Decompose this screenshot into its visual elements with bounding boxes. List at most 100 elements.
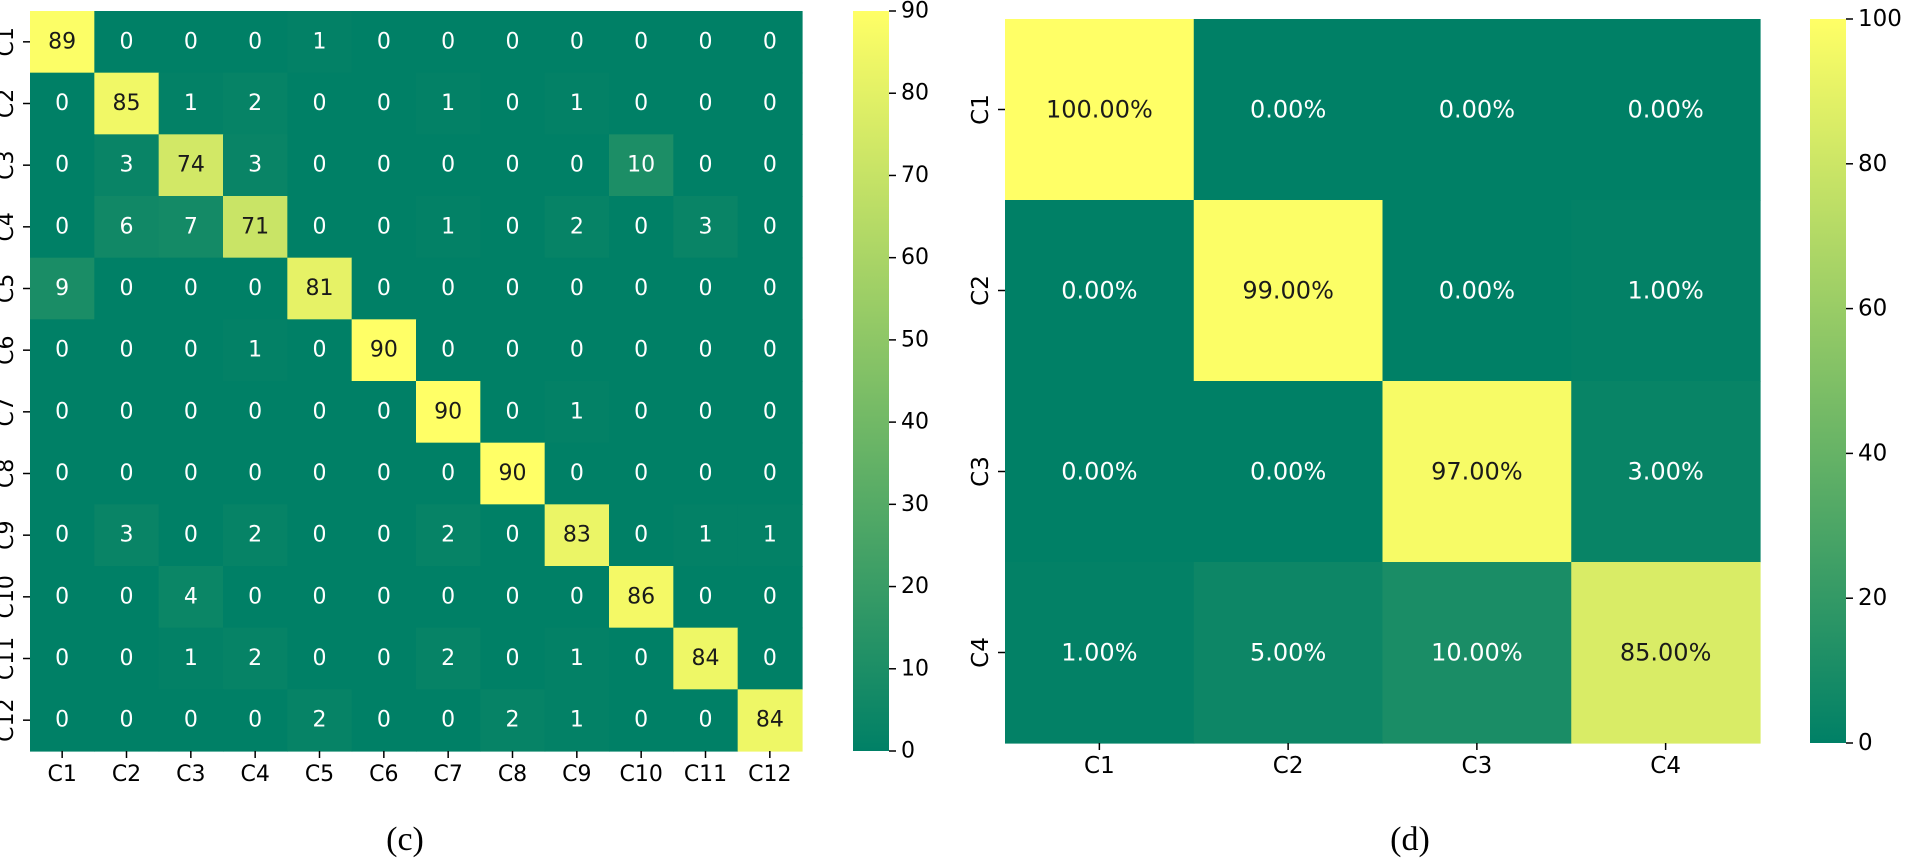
cell-value-label: 0	[763, 461, 777, 486]
colorbar-tick-label: 40	[1858, 440, 1887, 466]
cell-value-label: 0	[570, 29, 584, 54]
cell-value-label: 0.00%	[1439, 277, 1515, 305]
heatmap-cell	[673, 134, 739, 197]
heatmap-cell	[287, 566, 353, 629]
cell-value-label: 0	[441, 276, 455, 301]
cell-value-label: 0	[120, 338, 134, 363]
heatmap-cell	[673, 11, 739, 74]
cell-value-label: 2	[248, 646, 262, 671]
cell-value-label: 85.00%	[1620, 639, 1712, 667]
x-tick-label: C5	[305, 762, 334, 787]
cell-value-label: 89	[48, 29, 76, 54]
cell-value-label: 1	[570, 399, 584, 424]
cell-value-label: 0	[313, 523, 327, 548]
cell-value-label: 1	[184, 91, 198, 116]
x-tick-label: C1	[47, 762, 76, 787]
cell-value-label: 0	[763, 338, 777, 363]
heatmap-cell	[480, 381, 546, 444]
heatmap-cell	[94, 381, 160, 444]
cell-value-label: 0	[763, 584, 777, 609]
cell-value-label: 3	[248, 153, 262, 178]
heatmap-cell	[30, 257, 95, 320]
colorbar-tick-label: 20	[901, 574, 929, 599]
y-tick-label: C1	[0, 27, 19, 56]
heatmap-cell	[287, 196, 353, 259]
cell-value-label: 0	[506, 338, 520, 363]
cell-value-label: 81	[306, 276, 334, 301]
colorbar-tick-label: 50	[901, 327, 929, 352]
colorbar	[1810, 19, 1846, 743]
heatmap-cell	[609, 504, 674, 567]
cell-value-label: 0	[634, 399, 648, 424]
heatmap-cell	[416, 442, 481, 505]
heatmap-cell	[287, 134, 353, 197]
cell-value-label: 90	[434, 399, 462, 424]
cell-value-label: 0.00%	[1628, 96, 1704, 124]
heatmap-cell	[673, 504, 739, 567]
heatmap-cell	[1382, 381, 1572, 563]
heatmap-cell	[737, 319, 803, 382]
cell-value-label: 0	[634, 523, 648, 548]
cell-value-label: 0	[55, 399, 69, 424]
cell-value-label: 0	[506, 399, 520, 424]
cell-value-label: 0	[699, 708, 713, 733]
colorbar-tick-label: 70	[901, 163, 929, 188]
heatmap-cell	[416, 11, 481, 74]
cell-value-label: 0	[55, 153, 69, 178]
cell-value-label: 0	[506, 91, 520, 116]
heatmap-cell	[609, 196, 674, 259]
heatmap-cell	[737, 11, 803, 74]
cell-value-label: 0	[377, 461, 391, 486]
heatmap-cell	[416, 134, 481, 197]
heatmap-cell	[287, 504, 353, 567]
cell-value-label: 0	[120, 399, 134, 424]
cell-value-label: 0	[313, 153, 327, 178]
heatmap-cell	[351, 566, 417, 629]
heatmap-cell	[609, 319, 674, 382]
cell-value-label: 1	[570, 708, 584, 733]
cell-value-label: 10	[627, 153, 655, 178]
cell-value-label: 0	[184, 708, 198, 733]
heatmap-cell	[1005, 381, 1195, 563]
cell-value-label: 0	[441, 708, 455, 733]
colorbar-tick-label: 0	[901, 739, 915, 764]
heatmap-cell	[1382, 19, 1572, 201]
heatmap-cell	[94, 72, 160, 135]
heatmap-cell	[351, 381, 417, 444]
cell-value-label: 0	[441, 584, 455, 609]
heatmap-cell	[158, 134, 224, 197]
cell-value-label: 0	[248, 708, 262, 733]
heatmap-cell	[94, 319, 160, 382]
cell-value-label: 0	[377, 29, 391, 54]
heatmap-cell	[94, 196, 160, 259]
heatmap-cell	[544, 442, 610, 505]
colorbar-tick-label: 90	[901, 0, 929, 24]
cell-value-label: 0	[313, 584, 327, 609]
cell-value-label: 0	[184, 523, 198, 548]
heatmap-cell	[480, 689, 546, 752]
cell-value-label: 1	[570, 91, 584, 116]
colorbar	[853, 11, 889, 751]
heatmap-cell	[480, 442, 546, 505]
cell-value-label: 0	[634, 214, 648, 239]
cell-value-label: 0	[248, 399, 262, 424]
heatmap-cell	[544, 566, 610, 629]
heatmap-cell	[30, 504, 95, 567]
cell-value-label: 0	[634, 461, 648, 486]
heatmap-cell	[158, 257, 224, 320]
heatmap-cell	[158, 566, 224, 629]
heatmap-cell	[673, 257, 739, 320]
heatmap-cell	[609, 689, 674, 752]
cell-value-label: 0	[377, 584, 391, 609]
cell-value-label: 0	[120, 646, 134, 671]
heatmap-cell	[158, 11, 224, 74]
cell-value-label: 0	[441, 29, 455, 54]
cell-value-label: 97.00%	[1431, 458, 1523, 486]
heatmap-cell	[737, 504, 803, 567]
heatmap-cell	[94, 627, 160, 690]
colorbar-tick-label: 100	[1858, 6, 1902, 32]
cell-value-label: 2	[248, 91, 262, 116]
colorbar-tick-label: 40	[901, 410, 929, 435]
heatmap-cell	[223, 196, 288, 259]
cell-value-label: 0	[248, 461, 262, 486]
